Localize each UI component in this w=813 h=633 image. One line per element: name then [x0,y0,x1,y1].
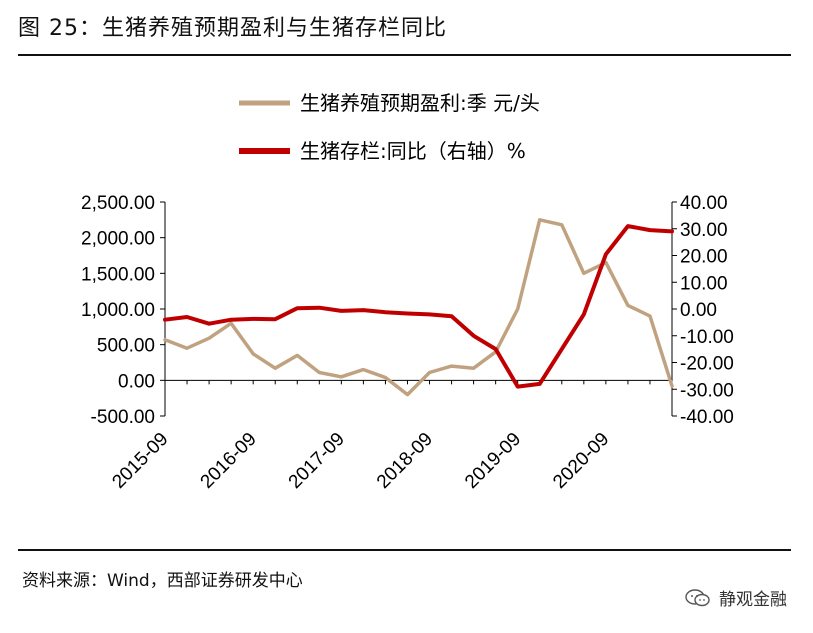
left-tick-label: 1,500.00 [81,264,155,285]
bottom-rule [18,549,791,551]
legend-label-1: 生猪养殖预期盈利:季 元/头 [300,91,540,115]
right-tick-label: -20.00 [680,354,734,375]
right-tick-label: -30.00 [680,380,734,401]
left-tick-label: -500.00 [91,407,155,428]
right-tick-label: 20.00 [680,247,728,268]
series-lines [163,218,674,397]
right-tick-label: 0.00 [680,300,717,321]
left-tick-label: 2,500.00 [81,193,155,214]
watermark: 静观金融 [685,585,787,610]
right-tick-label: -10.00 [680,327,734,348]
legend-label-2: 生猪存栏:同比（右轴）% [300,139,526,163]
wechat-icon [685,588,710,606]
source-note: 资料来源：Wind，西部证券研发中心 [22,571,303,591]
right-tick-label: 40.00 [680,193,728,214]
figure-title: 图 25：生猪养殖预期盈利与生猪存栏同比 [18,16,447,41]
left-tick-label: 1,000.00 [81,300,155,321]
left-tick-label: 500.00 [97,336,155,357]
right-axis: 40.00 30.00 20.00 10.00 0.00 -10.00 -20.00 -30.… [672,193,734,428]
series-line-1 [163,218,674,397]
x-tick-label: 2016-09 [197,429,261,493]
x-tick-label: 2017-09 [285,429,349,493]
x-tick-label: 2020-09 [549,429,613,493]
top-rule [18,54,791,56]
x-tick-label: 2018-09 [373,429,437,493]
right-tick-label: -40.00 [680,407,734,428]
series-line-2 [163,224,674,389]
left-axis: 2,500.00 2,000.00 1,500.00 1,000.00 500.00 0.… [81,193,165,428]
right-tick-label: 10.00 [680,273,728,294]
left-tick-label: 2,000.00 [81,229,155,250]
x-tick-label: 2019-09 [461,429,525,493]
right-tick-label: 30.00 [680,220,728,241]
watermark-text: 静观金融 [719,590,787,610]
left-tick-label: 0.00 [118,371,155,392]
x-tick-label: 2015-09 [108,429,172,493]
